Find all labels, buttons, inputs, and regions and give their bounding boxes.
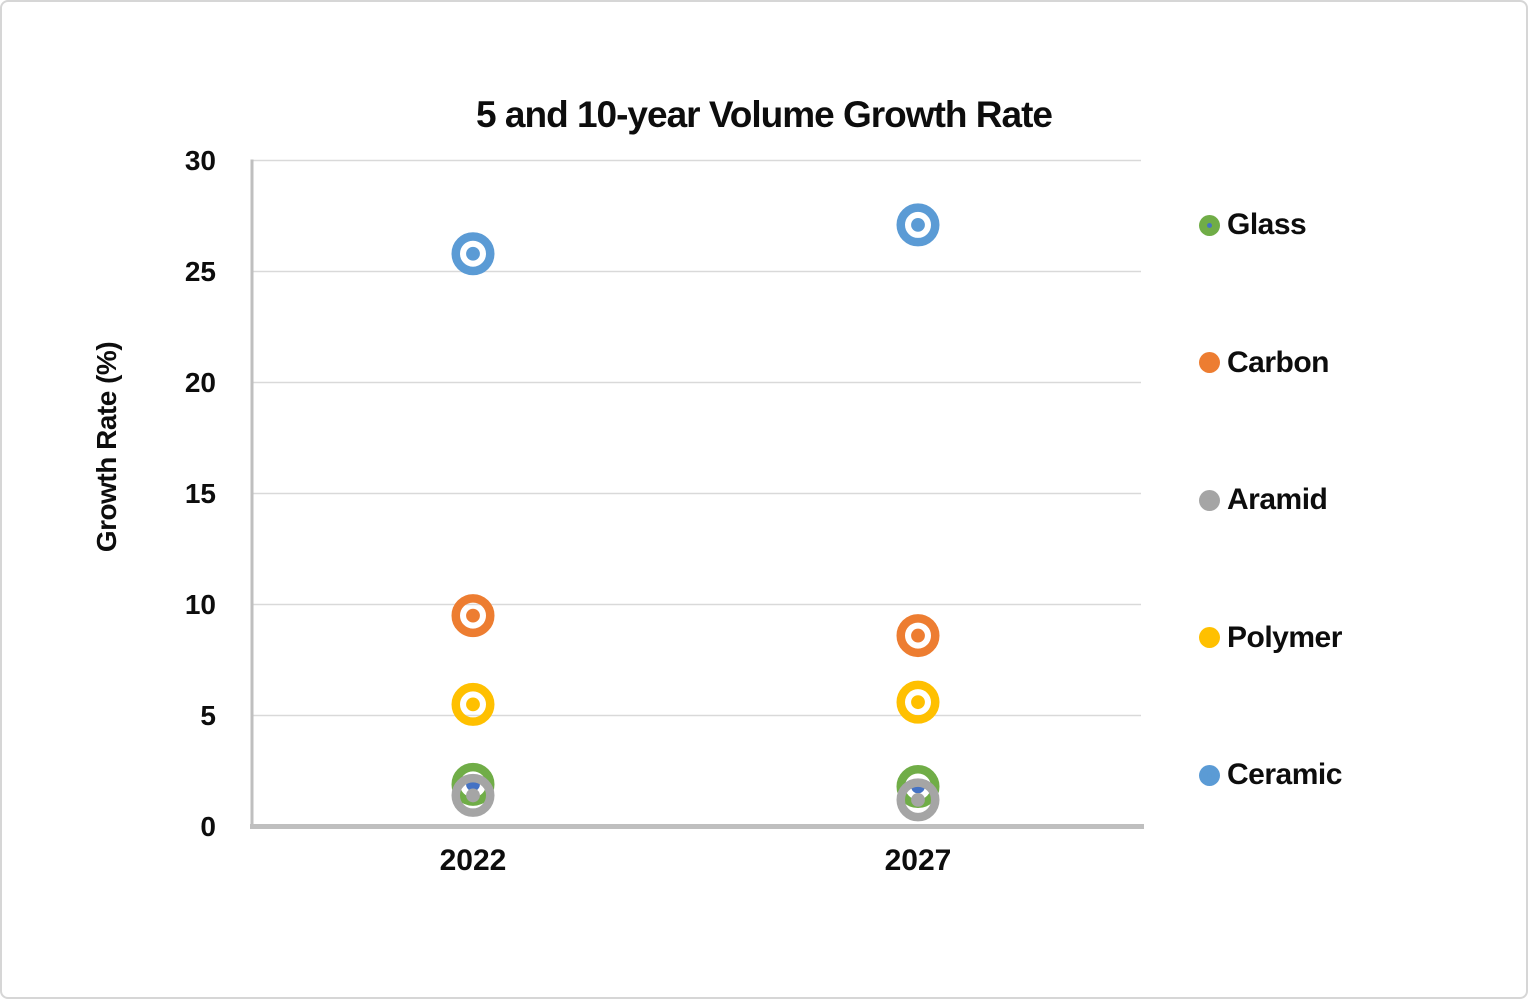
marker-polymer-2022-dot xyxy=(466,697,480,712)
marker-carbon-2022-dot xyxy=(466,608,480,623)
marker-carbon-2022-ring xyxy=(451,594,495,638)
marker-carbon-2027-dot xyxy=(911,628,925,643)
marker-polymer-2022-ring xyxy=(451,682,495,726)
y-tick-label-0: 0 xyxy=(200,810,216,842)
marker-ceramic-2022-dot xyxy=(466,246,480,261)
x-tick-label-2027: 2027 xyxy=(884,844,952,877)
marker-aramid-2022-dot xyxy=(466,788,480,803)
y-tick-label-30: 30 xyxy=(184,144,216,176)
marker-polymer-2027-dot xyxy=(911,695,925,710)
y-tick-label-15: 15 xyxy=(184,477,216,509)
y-tick-label-10: 10 xyxy=(184,588,216,620)
marker-polymer-2027-ring xyxy=(896,680,940,724)
marker-aramid-2027-dot xyxy=(911,792,925,807)
marker-carbon-2027-ring xyxy=(896,614,940,658)
y-tick-label-25: 25 xyxy=(184,255,216,287)
marker-ceramic-2022-ring xyxy=(451,232,495,276)
marker-aramid-2022-ring xyxy=(451,773,495,817)
marker-ceramic-2027-ring xyxy=(896,203,940,247)
y-tick-label-5: 5 xyxy=(200,699,216,731)
marker-ceramic-2027-dot xyxy=(911,217,925,232)
x-tick-label-2022: 2022 xyxy=(439,844,507,877)
chart-title: 5 and 10-year Volume Growth Rate xyxy=(476,94,1053,135)
marker-aramid-2027-ring xyxy=(896,778,940,822)
y-tick-label-20: 20 xyxy=(184,366,216,398)
